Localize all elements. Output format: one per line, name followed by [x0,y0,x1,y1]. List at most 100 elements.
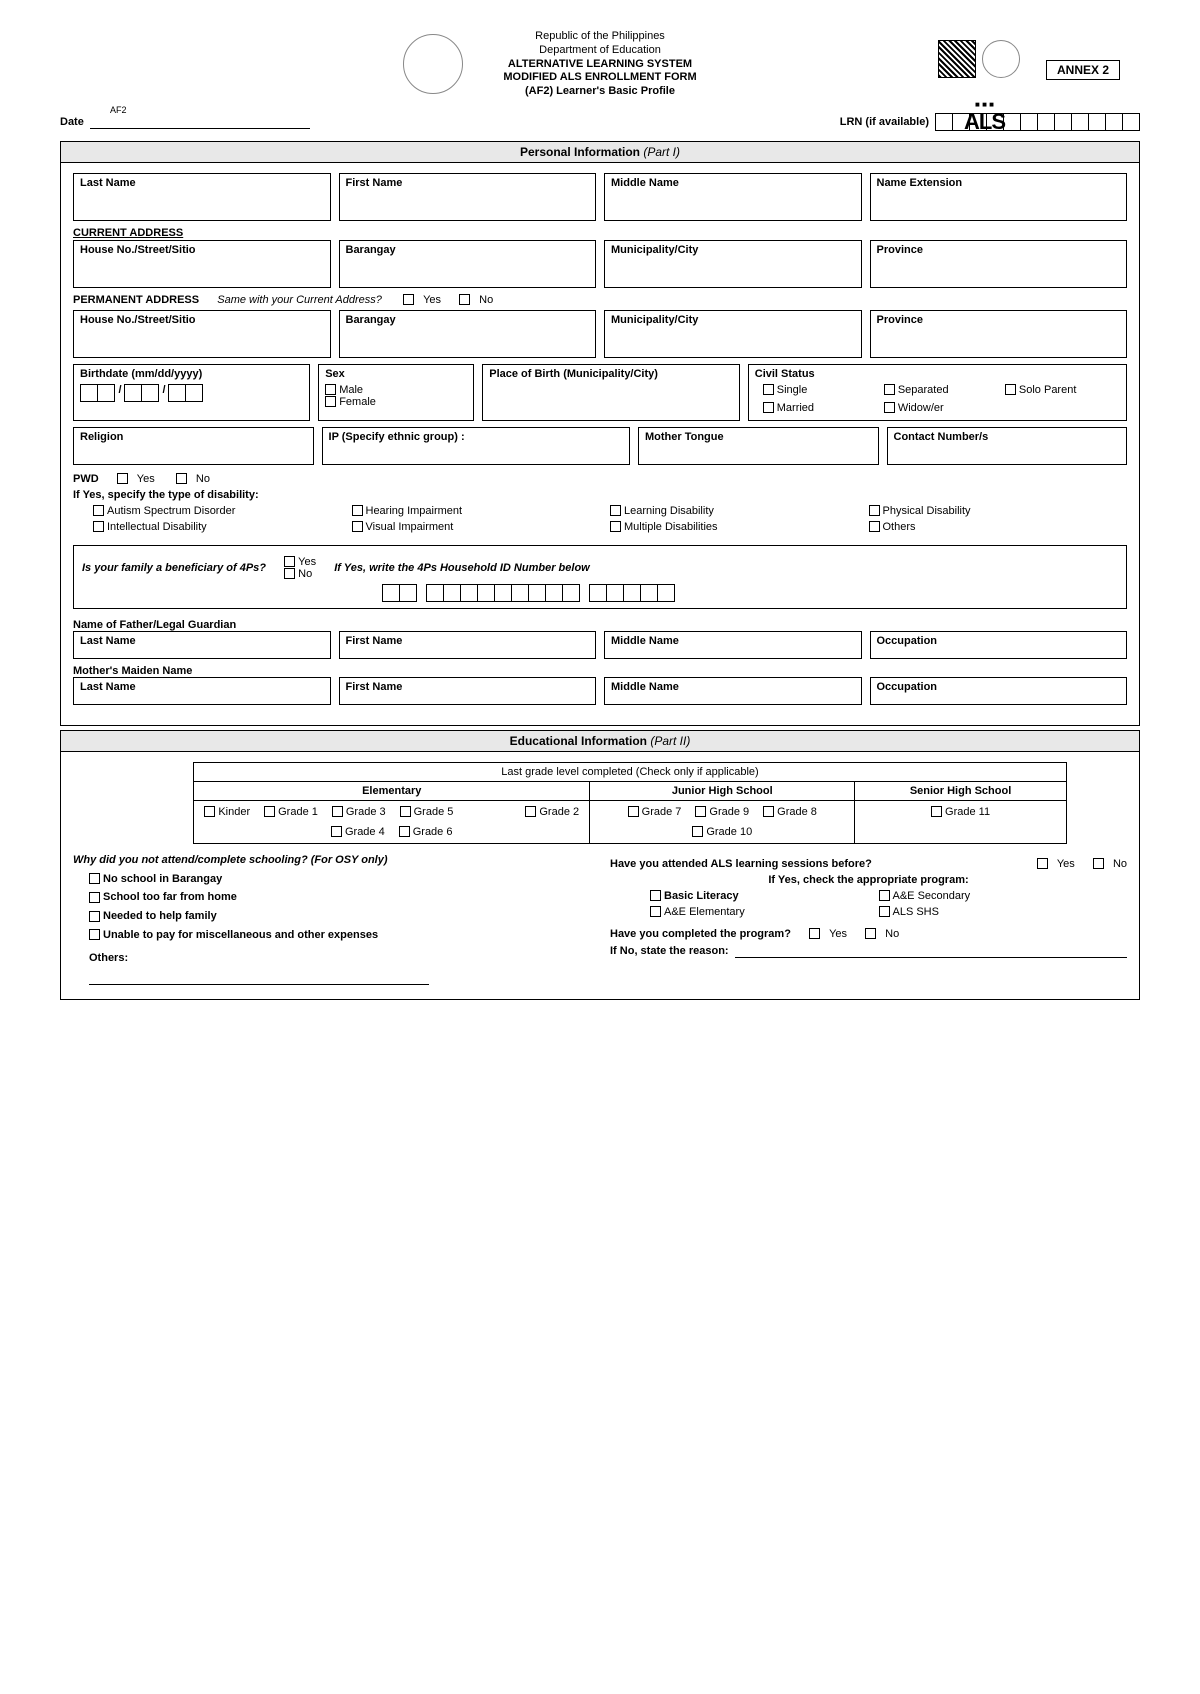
pwd-q: If Yes, specify the type of disability: [73,489,1127,501]
perm-brgy-field[interactable]: Barangay [339,310,597,358]
fourps-yes-cb[interactable] [284,556,295,567]
g5-cb[interactable] [400,806,411,817]
curr-house-field[interactable]: House No./Street/Sitio [73,240,331,288]
curr-city-field[interactable]: Municipality/City [604,240,862,288]
mother-first[interactable]: First Name [339,677,597,705]
g4-cb[interactable] [331,826,342,837]
dis-learning-cb[interactable] [610,505,621,516]
prog-aesec-cb[interactable] [879,890,890,901]
father-first[interactable]: First Name [339,631,597,659]
osy-pay-cb[interactable] [89,929,100,940]
g9-cb[interactable] [695,806,706,817]
osy-far-cb[interactable] [89,892,100,903]
date-input[interactable] [90,115,310,129]
seal-icon [982,40,1020,78]
father-head: Name of Father/Legal Guardian [73,619,1127,631]
same-no-cb[interactable] [459,294,470,305]
solo-cb[interactable] [1005,384,1016,395]
dis-intel-cb[interactable] [93,521,104,532]
als-logo: ALS [964,109,1005,135]
father-middle[interactable]: Middle Name [604,631,862,659]
father-last[interactable]: Last Name [73,631,331,659]
section2-bar: Educational Information (Part II) [60,730,1140,752]
fourps-id-boxes[interactable] [382,584,1118,602]
complete-q: Have you completed the program? [610,928,791,940]
perm-house-field[interactable]: House No./Street/Sitio [73,310,331,358]
mother-head: Mother's Maiden Name [73,665,1127,677]
section1-bar: Personal Information (Part I) [60,141,1140,163]
g6-cb[interactable] [399,826,410,837]
pob-field[interactable]: Place of Birth (Municipality/City) [482,364,740,421]
reason-label: If No, state the reason: [610,945,729,957]
first-name-field[interactable]: First Name [339,173,597,221]
grade-table: Last grade level completed (Check only i… [193,762,1067,844]
pwd-yes-cb[interactable] [117,473,128,484]
qr-icon [938,40,976,78]
kinder-cb[interactable] [204,806,215,817]
annex-tag: ANNEX 2 [1046,60,1120,80]
dis-multi-cb[interactable] [610,521,621,532]
same-address-q: Same with your Current Address? [217,294,382,306]
lrn-label: LRN (if available) [840,116,929,128]
curr-brgy-field[interactable]: Barangay [339,240,597,288]
dis-visual-cb[interactable] [352,521,363,532]
g8-cb[interactable] [763,806,774,817]
osy-q: Why did you not attend/complete schoolin… [73,854,590,866]
dis-autism-cb[interactable] [93,505,104,516]
g10-cb[interactable] [692,826,703,837]
single-cb[interactable] [763,384,774,395]
complete-no-cb[interactable] [865,928,876,939]
name-ext-field[interactable]: Name Extension [870,173,1128,221]
same-yes-cb[interactable] [403,294,414,305]
religion-field[interactable]: Religion [73,427,314,465]
als-check-label: If Yes, check the appropriate program: [610,874,1127,886]
curr-prov-field[interactable]: Province [870,240,1128,288]
reason-input[interactable] [735,944,1127,958]
als-no-cb[interactable] [1093,858,1104,869]
prog-basic-cb[interactable] [650,890,661,901]
osy-others-input[interactable] [89,971,429,985]
perm-prov-field[interactable]: Province [870,310,1128,358]
ip-field[interactable]: IP (Specify ethnic group) : [322,427,630,465]
last-name-field[interactable]: Last Name [73,173,331,221]
als-q: Have you attended ALS learning sessions … [610,858,872,870]
father-occ[interactable]: Occupation [870,631,1128,659]
married-cb[interactable] [763,402,774,413]
osy-help-cb[interactable] [89,911,100,922]
male-cb[interactable] [325,384,336,395]
pwd-label: PWD [73,473,99,485]
header-title: Republic of the Philippines Department o… [503,30,696,99]
g1-cb[interactable] [264,806,275,817]
als-yes-cb[interactable] [1037,858,1048,869]
prog-shs-cb[interactable] [879,906,890,917]
g2-cb[interactable] [525,806,536,817]
fourps-id-label: If Yes, write the 4Ps Household ID Numbe… [334,562,590,574]
complete-yes-cb[interactable] [809,928,820,939]
contact-field[interactable]: Contact Number/s [887,427,1128,465]
fourps-no-cb[interactable] [284,568,295,579]
mother-middle[interactable]: Middle Name [604,677,862,705]
widow-cb[interactable] [884,402,895,413]
g7-cb[interactable] [628,806,639,817]
prog-aeelem-cb[interactable] [650,906,661,917]
date-label: Date [60,116,84,128]
g3-cb[interactable] [332,806,343,817]
civil-status-field: Civil Status Single Separated Solo Paren… [748,364,1127,421]
dis-others-cb[interactable] [869,521,880,532]
perm-city-field[interactable]: Municipality/City [604,310,862,358]
mother-last[interactable]: Last Name [73,677,331,705]
mother-occ[interactable]: Occupation [870,677,1128,705]
osy-noschool-cb[interactable] [89,873,100,884]
middle-name-field[interactable]: Middle Name [604,173,862,221]
dis-phys-cb[interactable] [869,505,880,516]
deped-seal-icon [403,34,463,94]
page-code: AF2 [110,105,127,115]
fourps-q: Is your family a beneficiary of 4Ps? [82,562,266,574]
female-cb[interactable] [325,396,336,407]
tongue-field[interactable]: Mother Tongue [638,427,879,465]
separated-cb[interactable] [884,384,895,395]
pwd-no-cb[interactable] [176,473,187,484]
g11-cb[interactable] [931,806,942,817]
dis-hearing-cb[interactable] [352,505,363,516]
birthdate-field[interactable]: Birthdate (mm/dd/yyyy) / / [73,364,310,421]
